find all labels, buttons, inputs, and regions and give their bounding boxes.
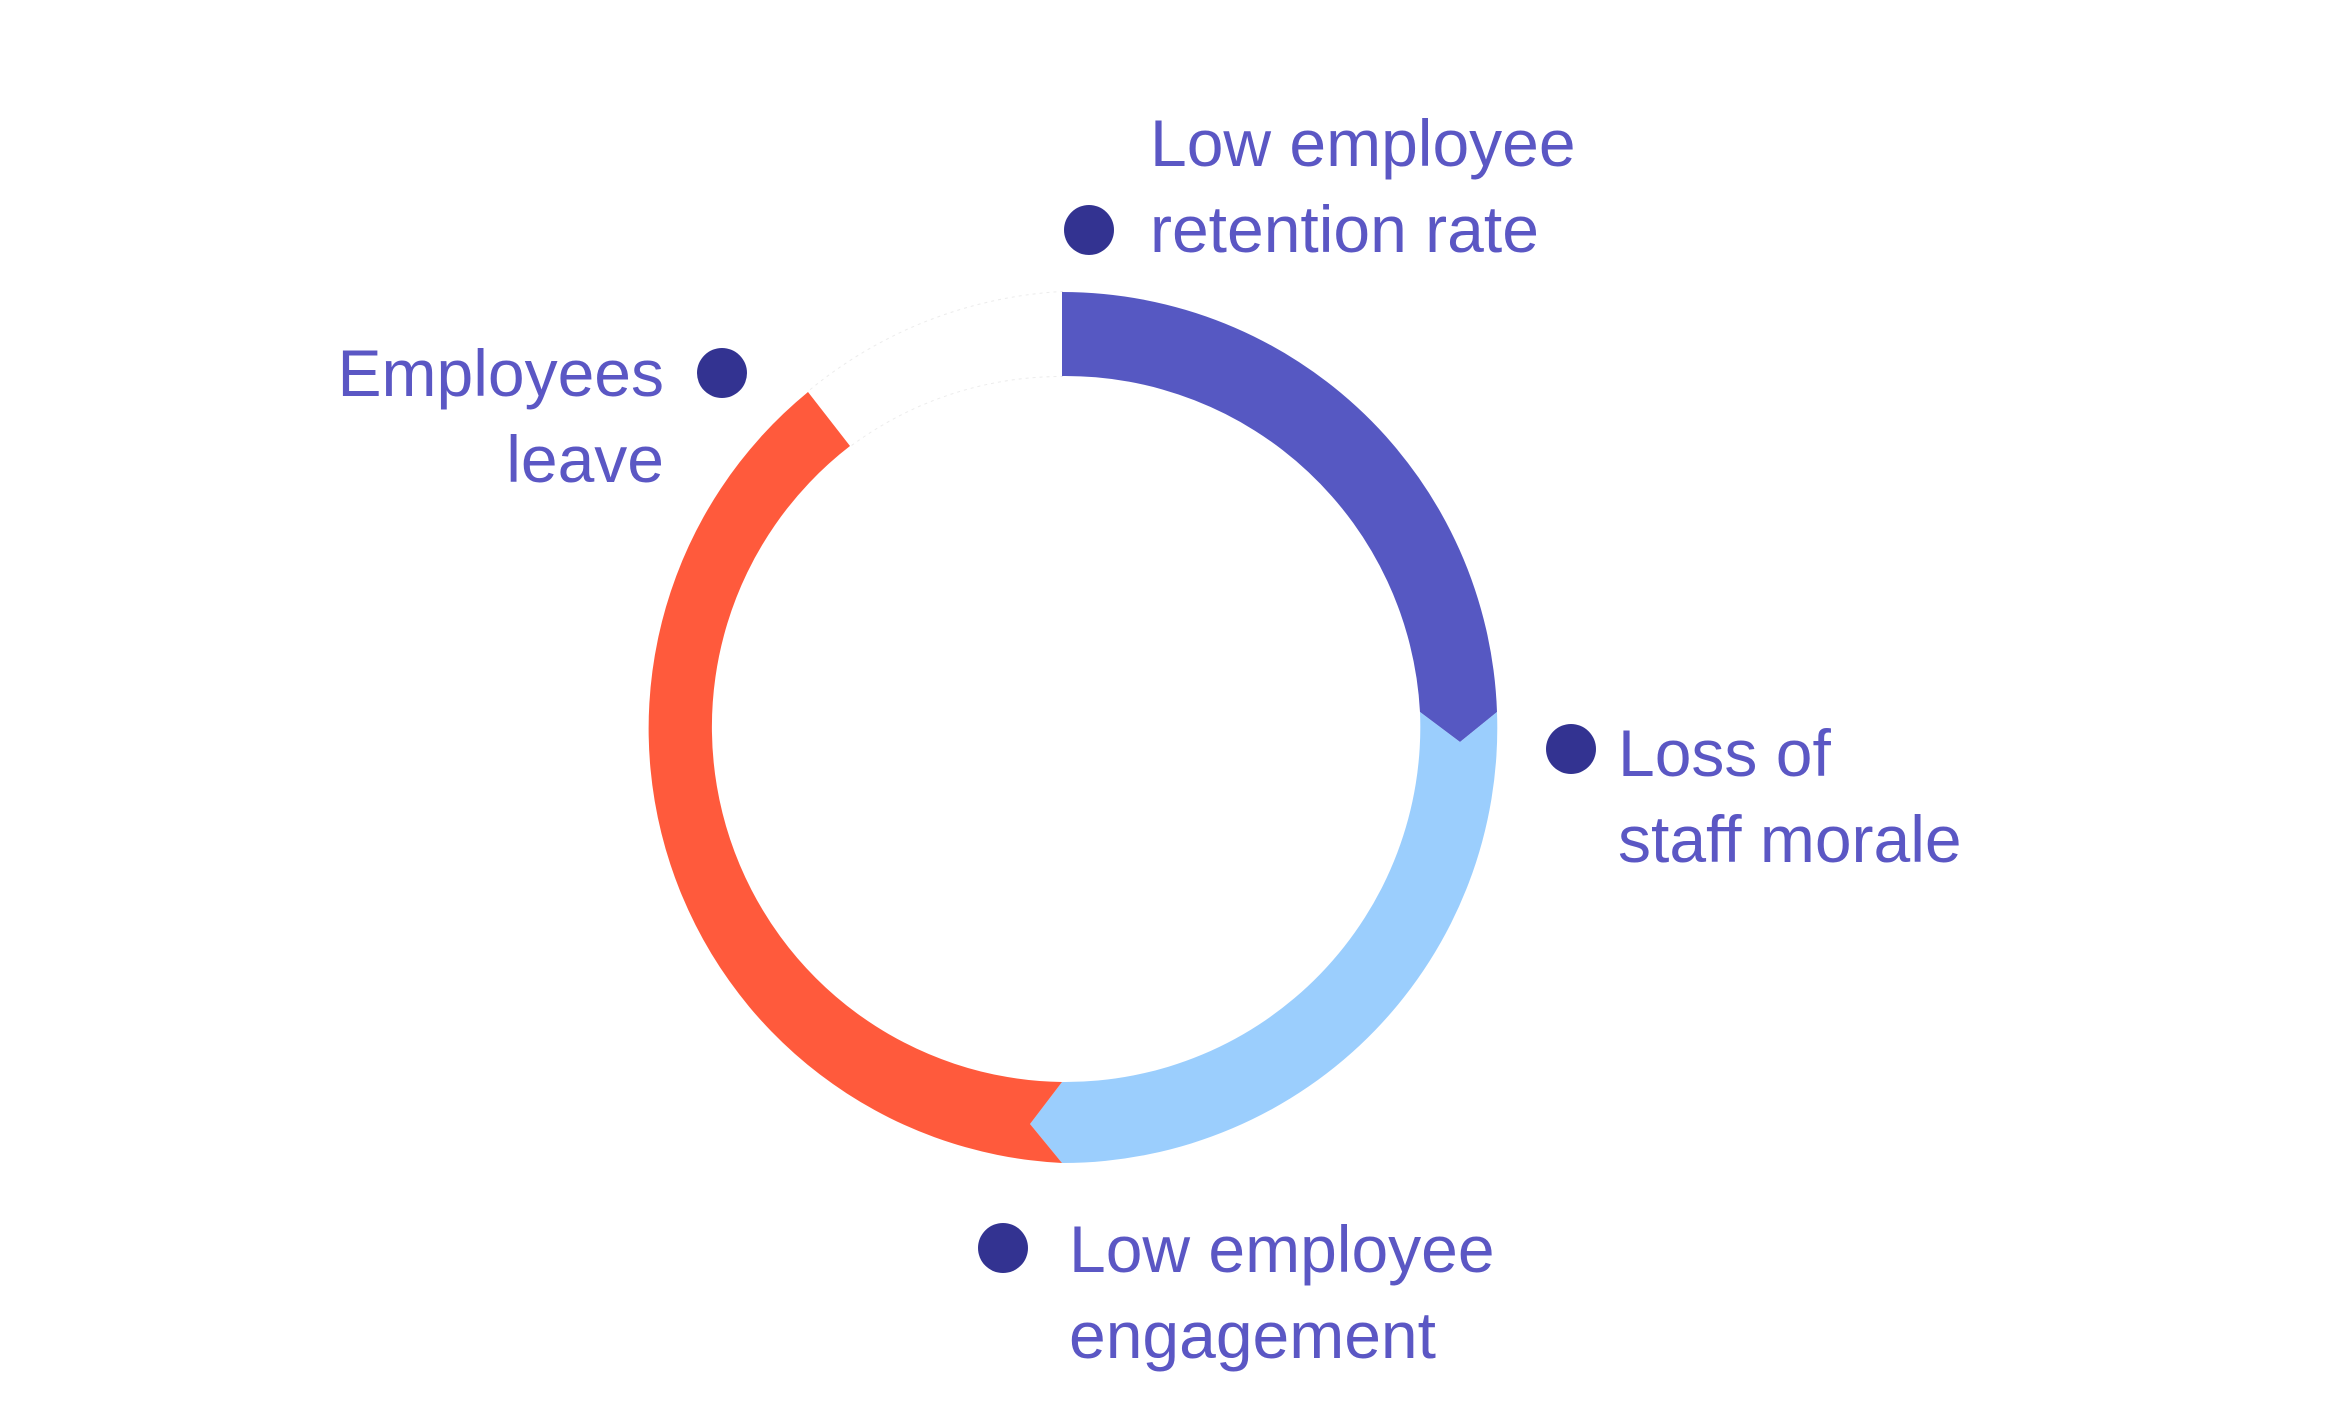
segment-engagement (648, 392, 1062, 1163)
label-morale: Loss of staff morale (1618, 710, 1962, 882)
label-leave: Employees leave (338, 330, 665, 502)
bullet-retention (1064, 205, 1114, 255)
label-leave-line1: Employees (337, 336, 665, 410)
bullet-morale (1546, 724, 1596, 774)
label-retention-line2: retention rate (1150, 192, 1539, 266)
label-engagement-line2: engagement (1069, 1298, 1436, 1372)
bullet-leave (697, 348, 747, 398)
segment-morale (1030, 712, 1498, 1164)
label-morale-line2: staff morale (1618, 802, 1962, 876)
bullet-engagement (978, 1223, 1028, 1273)
label-engagement-line1: Low employee (1069, 1212, 1495, 1286)
segment-retention (1062, 291, 1497, 742)
segment-leave (808, 292, 1062, 446)
label-leave-line2: leave (506, 422, 664, 496)
label-retention: Low employee retention rate (1150, 100, 1576, 272)
label-morale-line1: Loss of (1618, 716, 1831, 790)
label-engagement: Low employee engagement (1069, 1206, 1495, 1378)
label-retention-line1: Low employee (1150, 106, 1576, 180)
